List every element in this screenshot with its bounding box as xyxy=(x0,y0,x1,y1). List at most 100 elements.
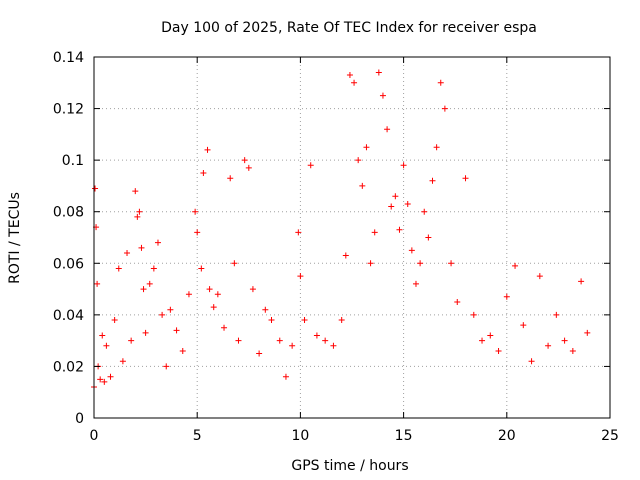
data-point xyxy=(142,329,149,336)
data-point xyxy=(584,329,591,336)
data-point xyxy=(520,322,527,329)
data-point xyxy=(388,203,395,210)
data-point xyxy=(146,280,153,287)
data-point xyxy=(99,332,106,339)
data-point xyxy=(167,306,174,313)
data-point xyxy=(136,208,143,215)
data-point xyxy=(392,193,399,200)
data-point xyxy=(512,262,519,269)
data-point xyxy=(185,291,192,298)
data-point xyxy=(206,286,213,293)
data-point xyxy=(124,249,131,256)
data-point xyxy=(342,252,349,259)
data-point xyxy=(204,146,211,153)
data-point xyxy=(487,332,494,339)
data-point xyxy=(454,298,461,305)
data-point xyxy=(289,342,296,349)
data-point xyxy=(262,306,269,313)
data-point xyxy=(578,278,585,285)
data-point xyxy=(528,358,535,365)
data-point xyxy=(97,376,104,383)
data-point xyxy=(92,185,99,192)
x-axis-label: GPS time / hours xyxy=(291,458,408,474)
data-point xyxy=(404,200,411,207)
data-point xyxy=(545,342,552,349)
data-point xyxy=(256,350,263,357)
data-point xyxy=(173,327,180,334)
data-point xyxy=(107,373,114,380)
data-point xyxy=(227,175,234,182)
data-point xyxy=(322,337,329,344)
data-point xyxy=(132,188,139,195)
data-point xyxy=(111,317,118,324)
data-point xyxy=(198,265,205,272)
x-tick-label: 20 xyxy=(498,428,516,444)
chart-title: Day 100 of 2025, Rate Of TEC Index for r… xyxy=(161,20,537,36)
data-point xyxy=(503,293,510,300)
data-point xyxy=(448,260,455,267)
data-point xyxy=(437,79,444,86)
data-point xyxy=(371,229,378,236)
data-point xyxy=(154,239,161,246)
data-point xyxy=(134,213,141,220)
data-point xyxy=(359,182,366,189)
data-point xyxy=(396,226,403,233)
data-point xyxy=(210,304,217,311)
data-point xyxy=(192,208,199,215)
y-tick-label: 0.02 xyxy=(53,359,84,375)
data-point xyxy=(194,229,201,236)
data-point xyxy=(138,244,145,251)
data-point xyxy=(569,347,576,354)
data-point xyxy=(351,79,358,86)
data-point xyxy=(313,332,320,339)
data-point xyxy=(553,311,560,318)
data-point xyxy=(115,265,122,272)
data-point xyxy=(338,317,345,324)
data-point xyxy=(363,144,370,151)
data-point xyxy=(400,162,407,169)
y-tick-label: 0.1 xyxy=(62,153,84,169)
y-axis: 0 0.02 0.04 0.06 0.08 0.1 0.12 0.14 xyxy=(53,50,610,427)
data-point xyxy=(140,286,147,293)
data-point xyxy=(179,347,186,354)
data-point xyxy=(241,157,248,164)
y-tick-label: 0.04 xyxy=(53,308,84,324)
plot-frame xyxy=(93,56,611,419)
data-point xyxy=(330,342,337,349)
data-point xyxy=(301,317,308,324)
data-point xyxy=(101,378,108,385)
data-point xyxy=(367,260,374,267)
data-point xyxy=(276,337,283,344)
data-point xyxy=(159,311,166,318)
data-point xyxy=(231,260,238,267)
data-point xyxy=(268,317,275,324)
y-tick-label: 0.08 xyxy=(53,205,84,221)
data-point xyxy=(412,280,419,287)
data-points xyxy=(91,69,591,391)
x-tick-label: 0 xyxy=(90,428,99,444)
data-point xyxy=(429,177,436,184)
y-tick-label: 0.14 xyxy=(53,50,84,66)
data-point xyxy=(150,265,157,272)
data-point xyxy=(408,247,415,254)
data-point xyxy=(495,347,502,354)
data-point xyxy=(479,337,486,344)
data-point xyxy=(536,273,543,280)
data-point xyxy=(119,358,126,365)
data-point xyxy=(245,164,252,171)
y-tick-label: 0 xyxy=(75,411,84,427)
data-point xyxy=(103,342,110,349)
data-point xyxy=(235,337,242,344)
data-point xyxy=(214,291,221,298)
x-axis: 0 5 10 15 20 25 xyxy=(90,57,619,444)
data-point xyxy=(417,260,424,267)
data-point xyxy=(375,69,382,76)
x-tick-label: 15 xyxy=(395,428,413,444)
data-point xyxy=(94,280,101,287)
data-point xyxy=(163,363,170,370)
data-point xyxy=(470,311,477,318)
data-point xyxy=(297,273,304,280)
data-point xyxy=(384,126,391,133)
data-point xyxy=(462,175,469,182)
data-point xyxy=(379,92,386,99)
